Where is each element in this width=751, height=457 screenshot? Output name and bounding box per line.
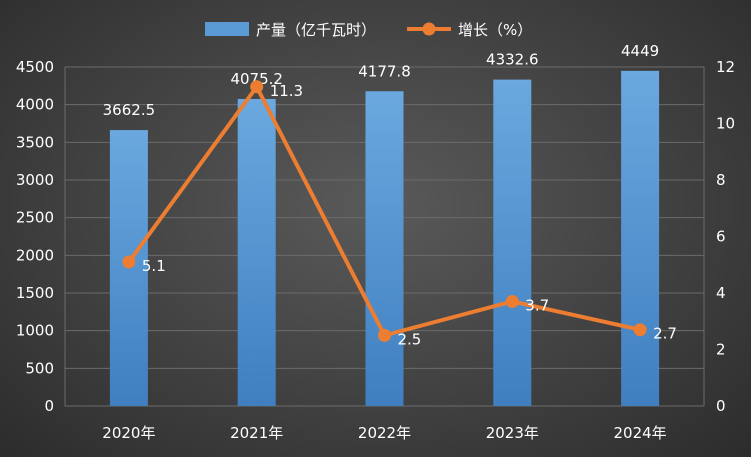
y-left-tick-7: 3500 <box>16 133 54 151</box>
bar-4 <box>621 70 660 406</box>
bar-label-0: 3662.5 <box>103 101 156 119</box>
legend-line-marker <box>422 22 436 36</box>
bar-1 <box>237 99 276 407</box>
legend-line-label: 增长（%） <box>458 21 532 39</box>
y-left-tick-1: 500 <box>25 359 54 377</box>
x-tick-1: 2021年 <box>230 424 283 442</box>
y-left-tick-5: 2500 <box>16 209 54 227</box>
growth-label-4: 2.7 <box>653 325 677 343</box>
bar-label-3: 4332.6 <box>486 51 539 69</box>
y-left-tick-3: 1500 <box>16 284 54 302</box>
growth-label-3: 3.7 <box>525 296 549 314</box>
y-right-tick-2: 4 <box>716 284 726 302</box>
y-left-tick-2: 1000 <box>16 322 54 340</box>
x-tick-4: 2024年 <box>614 424 667 442</box>
x-tick-3: 2023年 <box>486 424 539 442</box>
legend-bar-swatch <box>205 22 249 36</box>
y-right-tick-0: 0 <box>716 397 726 415</box>
y-right-tick-6: 12 <box>716 58 735 76</box>
growth-point-1 <box>250 80 264 94</box>
growth-label-0: 5.1 <box>142 257 166 275</box>
growth-label-1: 11.3 <box>270 82 303 100</box>
bar-label-2: 4177.8 <box>358 62 411 80</box>
y-right-tick-5: 10 <box>716 115 735 133</box>
y-right-tick-3: 6 <box>716 228 726 246</box>
y-left-tick-8: 4000 <box>16 96 54 114</box>
y-right-tick-1: 2 <box>716 341 726 359</box>
y-left-tick-4: 2000 <box>16 246 54 264</box>
y-left-tick-0: 0 <box>44 397 54 415</box>
bar-label-4: 4449 <box>621 42 659 60</box>
legend-bar-label: 产量（亿千瓦时） <box>256 21 376 39</box>
growth-point-3 <box>505 294 519 308</box>
y-left-tick-6: 3000 <box>16 171 54 189</box>
y-left-tick-9: 4500 <box>16 58 54 76</box>
growth-label-2: 2.5 <box>398 330 422 348</box>
bar-3 <box>493 79 532 406</box>
growth-point-2 <box>378 328 391 342</box>
x-tick-2: 2022年 <box>358 424 411 442</box>
bar-label-1: 4075.2 <box>230 70 283 88</box>
bar-2 <box>365 91 404 406</box>
growth-point-4 <box>633 323 647 337</box>
y-right-tick-4: 8 <box>716 171 726 189</box>
x-tick-0: 2020年 <box>102 424 155 442</box>
growth-point-0 <box>122 255 136 269</box>
